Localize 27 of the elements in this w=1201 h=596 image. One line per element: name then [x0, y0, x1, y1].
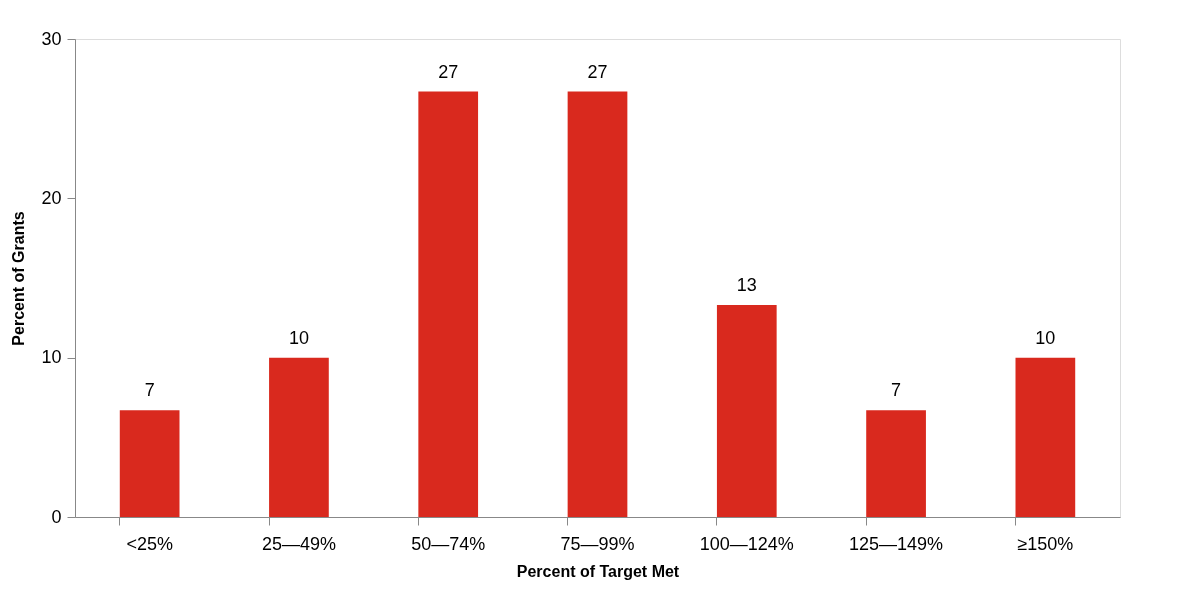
data-label: 13 [736, 275, 757, 296]
bar [866, 410, 926, 517]
x-tick-label: 100—124% [699, 533, 794, 554]
data-label: 7 [891, 380, 902, 401]
data-label: 27 [438, 61, 459, 82]
x-tick-label: 25—49% [261, 533, 336, 554]
y-tick-label: 10 [41, 347, 62, 368]
data-label: 10 [288, 327, 309, 348]
bar [716, 305, 777, 517]
data-label: 10 [1035, 327, 1056, 348]
bar [269, 357, 329, 517]
data-label: 27 [587, 61, 608, 82]
x-tick-label: ≥150% [1017, 533, 1074, 554]
bar [119, 410, 180, 517]
y-tick-label: 20 [41, 187, 62, 208]
y-tick-label: 0 [51, 506, 62, 527]
bar [1015, 357, 1076, 517]
x-axis-title: Percent of Target Met [516, 562, 680, 580]
x-tick-label: 75—99% [560, 533, 635, 554]
x-tick-label: 50—74% [411, 533, 486, 554]
y-tick-label: 30 [41, 28, 62, 49]
y-axis-title: Percent of Grants [10, 211, 28, 346]
x-tick-label: <25% [126, 533, 173, 554]
x-tick-label: 125—149% [849, 533, 944, 554]
bar [567, 91, 628, 517]
data-label: 7 [144, 380, 155, 401]
bar [418, 91, 479, 517]
